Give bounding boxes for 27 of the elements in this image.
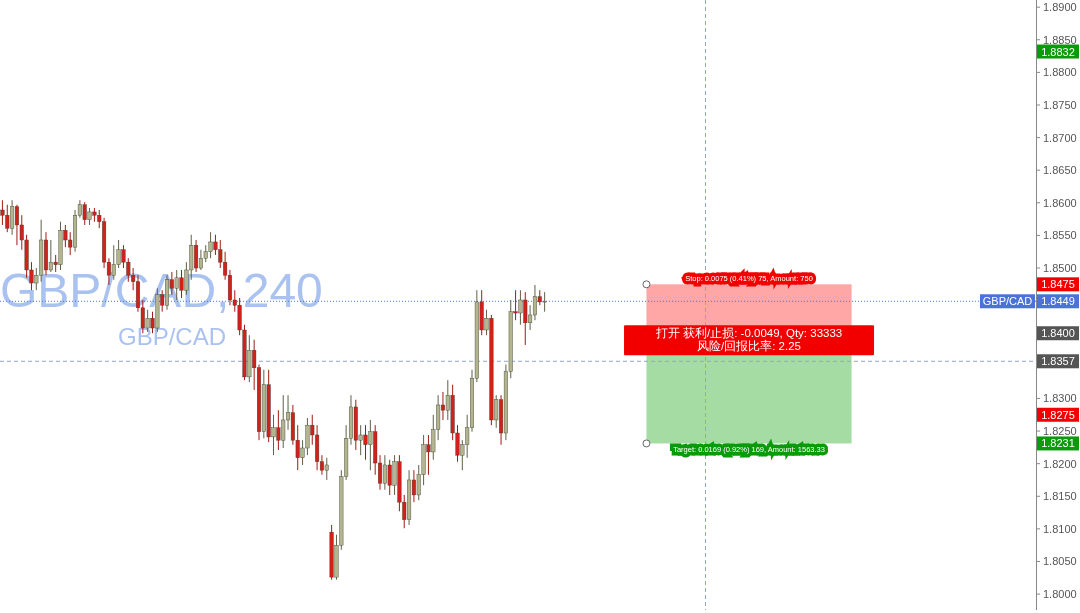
y-tick-label: 1.8150 [1043, 490, 1077, 503]
y-tick-label: 1.8300 [1043, 392, 1077, 405]
y-tick-label: 1.8100 [1043, 522, 1077, 535]
y-tick-label: 1.8650 [1043, 164, 1077, 177]
annotation: 风险/回报比率: 2.25 [697, 339, 802, 353]
y-tick-label: 1.8900 [1043, 1, 1077, 14]
y-tick-label: 1.8750 [1043, 98, 1077, 111]
y-tick-label: 1.8050 [1043, 555, 1077, 568]
text: GBP/CAD [118, 323, 227, 350]
y-tick-label: 1.8800 [1043, 66, 1077, 79]
y-tick-label: 1.8250 [1043, 425, 1077, 438]
y-tick-label: 1.8600 [1043, 196, 1077, 209]
annotation: 1.8475 [1041, 278, 1075, 291]
annotation: 1.8357 [1041, 355, 1075, 368]
annotation: 1.8832 [1041, 45, 1075, 58]
y-tick-label: 1.8850 [1043, 33, 1077, 46]
annotation: 1.8275 [1041, 408, 1075, 421]
y-tick-label: 1.8200 [1043, 457, 1077, 470]
annotation: 打开 获利/止损: -0.0049, Qty: 33333 [654, 327, 843, 340]
y-tick-label: 1.8700 [1043, 131, 1077, 144]
y-tick-label: 1.8550 [1043, 229, 1077, 242]
annotation: 1.8400 [1041, 327, 1075, 340]
y-tick-label: 1.8500 [1043, 262, 1077, 275]
annotation: 1.8449 [1041, 295, 1075, 308]
y-tick-label: 1.8000 [1043, 588, 1077, 601]
annotation: 1.8231 [1041, 437, 1075, 450]
ref-line-label: GBP/CAD [982, 295, 1033, 308]
